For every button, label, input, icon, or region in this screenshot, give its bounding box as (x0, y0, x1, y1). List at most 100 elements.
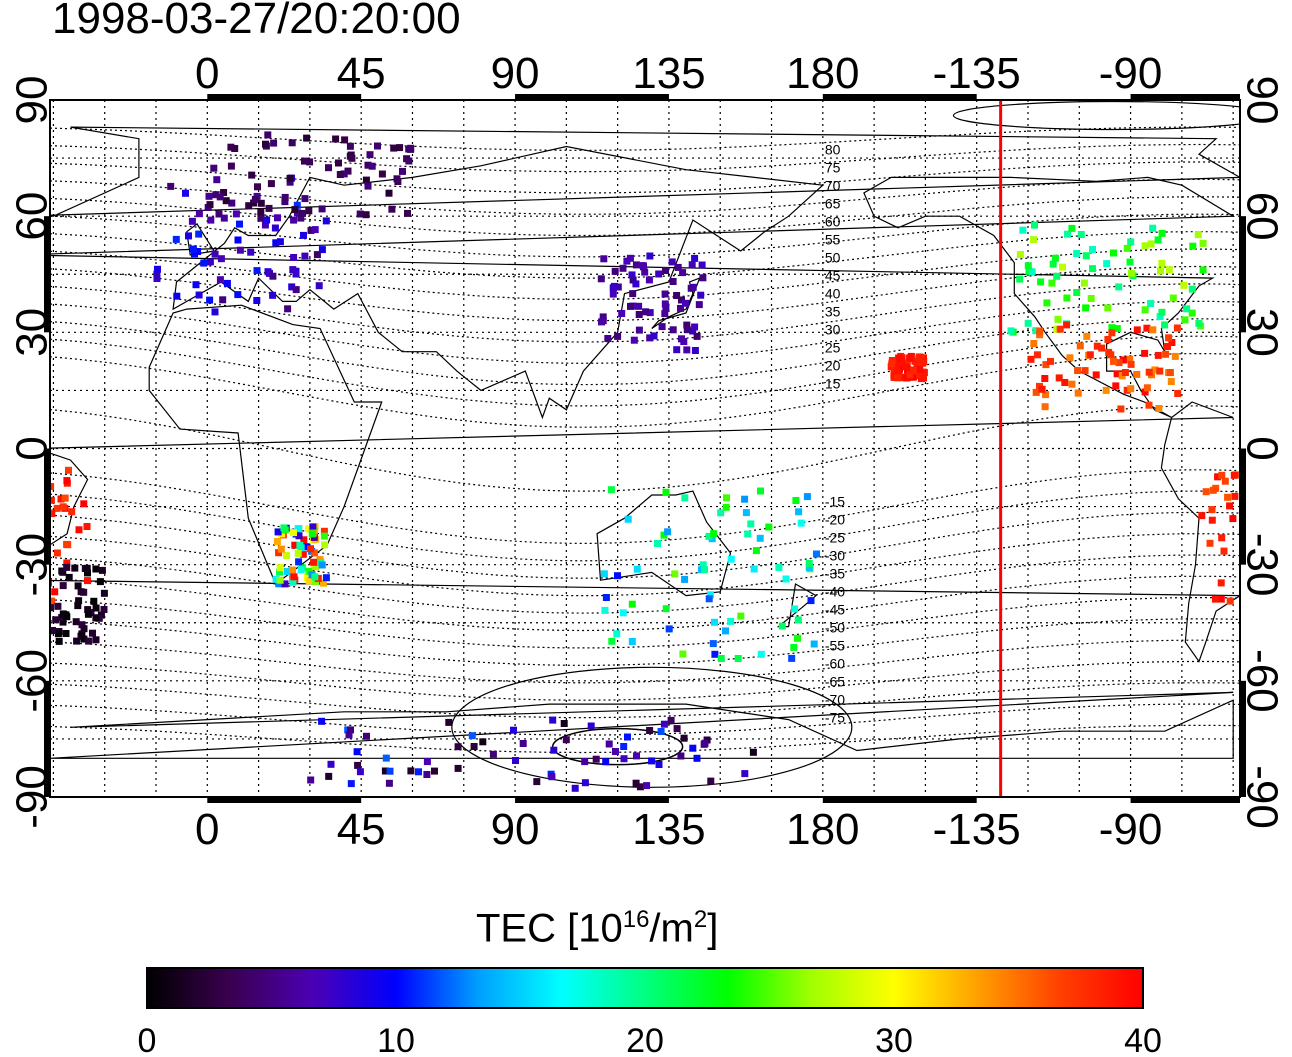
tec-point (228, 199, 236, 207)
tec-point (549, 716, 557, 724)
tec-point (722, 627, 729, 635)
tec-point (206, 201, 214, 209)
tec-point (265, 204, 273, 212)
tec-point (614, 572, 621, 580)
tec-point (1165, 266, 1173, 274)
tec-point (1024, 262, 1032, 270)
tec-point (23, 600, 30, 607)
tec-point (74, 602, 82, 610)
tec-point (275, 549, 283, 557)
tec-point (626, 254, 634, 262)
tec-point (1141, 349, 1149, 357)
coast-greenland (50, 126, 1240, 217)
tec-point (1089, 246, 1096, 253)
tec-point (683, 321, 691, 329)
tec-point (84, 569, 91, 577)
tec-point (290, 254, 298, 261)
tec-point (620, 755, 628, 763)
tec-point (678, 335, 685, 343)
tec-point (423, 758, 431, 766)
tec-point (727, 555, 735, 563)
tec-point (683, 346, 691, 354)
tec-point (909, 367, 917, 375)
tec-point (711, 650, 719, 658)
tec-point (678, 296, 685, 304)
frame-bar-top (207, 94, 362, 100)
left-lat-tick-label: 60 (8, 192, 57, 241)
colorbar-title-mid: /m (649, 906, 694, 951)
tec-point (423, 771, 431, 778)
tec-point (50, 597, 56, 605)
tec-point (669, 326, 677, 334)
tec-point (85, 637, 93, 645)
tec-point (42, 604, 49, 611)
tec-point (635, 326, 643, 334)
tec-point (14, 479, 21, 486)
axis-tick-labels: 0 45 90 135 180 -135 -90 0 45 90 135 180 -135 -90 90 60… (8, 49, 1287, 854)
tec-point (1016, 251, 1024, 258)
tec-point (489, 750, 497, 758)
top-lon-tick-label: 45 (337, 49, 386, 98)
tec-point (311, 226, 319, 234)
tec-point (291, 541, 299, 549)
tec-point (1098, 344, 1106, 352)
tec-point (290, 216, 298, 224)
mag-lat-line (50, 352, 1240, 428)
tec-point (42, 631, 49, 638)
mag-lat-line (50, 490, 1240, 562)
tec-point (261, 221, 269, 229)
tec-point (294, 549, 302, 557)
mag-lat-label: -15 (825, 493, 845, 509)
tec-point (633, 565, 641, 573)
tec-point (662, 303, 670, 311)
left-lat-tick-label: 30 (8, 308, 57, 357)
tec-point (1126, 258, 1134, 266)
tec-point (281, 193, 289, 201)
tec-point (321, 541, 329, 549)
tec-point (1224, 493, 1232, 501)
tec-point (699, 561, 707, 569)
tec-point (1126, 355, 1134, 363)
tec-point (77, 588, 85, 596)
tec-point (54, 630, 62, 638)
tec-point (1028, 268, 1036, 276)
tec-point (1033, 351, 1041, 359)
tec-point (1055, 374, 1063, 382)
north-mag-contour (952, 100, 1240, 131)
tec-point (1042, 391, 1050, 399)
mag-lat-line (50, 469, 1240, 545)
tec-point (674, 263, 682, 271)
tec-point (325, 772, 333, 780)
tec-point (618, 310, 626, 317)
tec-point (1166, 369, 1174, 376)
tec-point (299, 209, 306, 217)
tec-point (717, 655, 725, 662)
tec-point (813, 550, 820, 558)
tec-point (53, 504, 61, 512)
tec-point (276, 568, 283, 576)
tec-point (1229, 515, 1237, 523)
tec-point (1117, 405, 1125, 413)
tec-point (83, 523, 91, 530)
mag-lat-line (50, 126, 1240, 151)
tec-point (620, 743, 628, 750)
tec-point (749, 748, 757, 756)
tec-point (1145, 368, 1153, 376)
mag-lat-label: 75 (825, 160, 841, 176)
tec-point (562, 736, 570, 744)
tec-point (407, 767, 415, 775)
tec-point (600, 255, 608, 263)
tec-point (25, 466, 32, 473)
tec-point (454, 743, 462, 751)
tec-point (356, 768, 364, 776)
tec-point (1154, 236, 1162, 244)
tec-point (80, 625, 88, 633)
mag-lat-label: 40 (825, 286, 841, 302)
colorbar-title-main: TEC [10 (476, 906, 623, 951)
tec-point (307, 776, 315, 784)
tec-point (254, 183, 261, 191)
tec-point (306, 158, 314, 166)
tec-point (1173, 324, 1181, 332)
tec-point (1156, 313, 1164, 321)
